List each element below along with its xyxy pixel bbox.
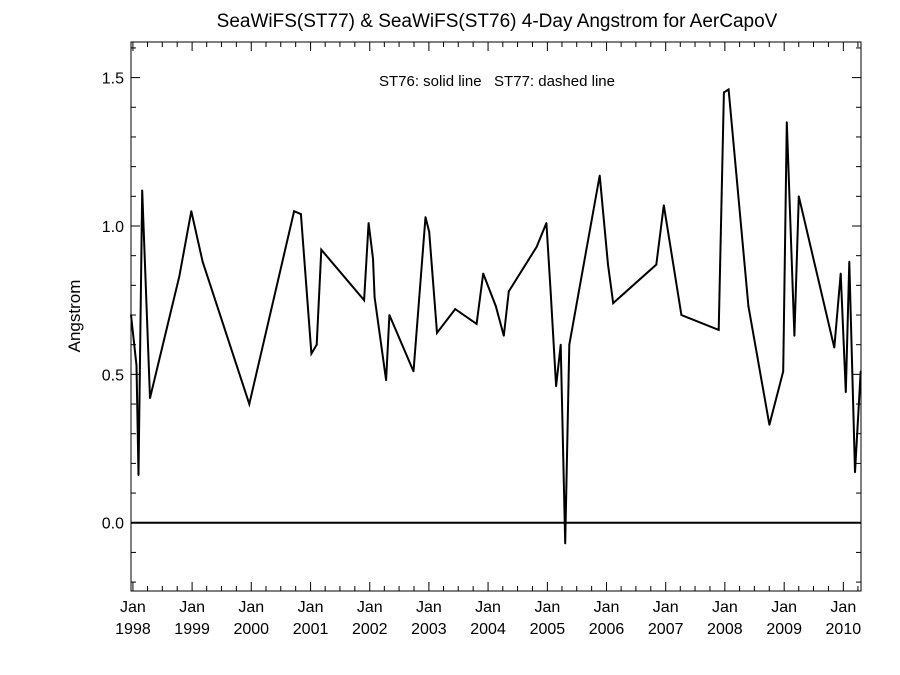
data-point-st76 <box>854 471 856 474</box>
x-tick-month: Jan <box>179 599 205 616</box>
x-tick-month: Jan <box>534 599 560 616</box>
x-axis: Jan 1998 Jan 1999 Jan 2000 Jan 2001 Jan 2002 Jan 20… <box>115 42 861 638</box>
line-style-annotation: ST76: solid line ST77: dashed line <box>379 73 615 90</box>
x-tick-year: 2010 <box>826 621 862 638</box>
data-point-st76 <box>315 343 318 346</box>
x-tick-month: Jan <box>830 599 856 616</box>
data-point-st76 <box>848 260 851 263</box>
data-point-st76 <box>655 263 658 266</box>
x-tick-year: 2007 <box>648 621 684 638</box>
data-point-st76 <box>844 391 847 394</box>
data-point-st76 <box>559 343 562 346</box>
y-tick-label: 0.5 <box>102 367 124 384</box>
data-point-st76 <box>388 314 391 316</box>
x-tick-year: 2006 <box>589 621 625 638</box>
data-point-st76 <box>680 314 683 316</box>
data-point-st76 <box>768 423 771 426</box>
data-point-st76 <box>310 352 313 355</box>
data-point-st76 <box>475 323 478 325</box>
data-point-st76 <box>545 222 548 224</box>
data-point-st76 <box>130 314 132 316</box>
data-point-st76 <box>412 370 415 373</box>
data-point-st76 <box>722 91 725 94</box>
data-point-st76 <box>454 308 457 310</box>
y-axis: 0.0 0.5 1.0 1.5 <box>102 47 861 583</box>
x-tick-month: Jan <box>357 599 383 616</box>
x-tick-year: 1998 <box>115 621 151 638</box>
data-point-st76 <box>320 248 323 251</box>
x-tick-year: 2008 <box>707 621 743 638</box>
data-point-st76 <box>149 397 151 400</box>
data-point-st76 <box>436 331 438 334</box>
x-tick-month: Jan <box>298 599 324 616</box>
data-point-st76 <box>482 272 485 275</box>
data-point-st76 <box>494 305 497 308</box>
series-line-st76 <box>130 87 862 544</box>
x-tick-year: 1999 <box>174 621 210 638</box>
x-tick-month: Jan <box>416 599 442 616</box>
data-point-st76 <box>385 379 388 382</box>
x-tick-month: Jan <box>475 599 501 616</box>
x-tick-year: 2000 <box>233 621 269 638</box>
data-point-st76 <box>747 305 750 308</box>
x-tick-month: Jan <box>594 599 620 616</box>
data-point-st76 <box>507 290 510 293</box>
data-point-st76 <box>201 260 204 263</box>
data-point-st76 <box>607 263 609 266</box>
x-tick-month: Jan <box>238 599 264 616</box>
y-tick-label: 1.5 <box>102 71 124 88</box>
data-point-st76 <box>568 343 571 346</box>
data-point-st76 <box>535 245 538 248</box>
data-point-st76 <box>135 364 138 367</box>
data-point-st76 <box>839 272 842 275</box>
x-tick-month: Jan <box>653 599 679 616</box>
y-tick-label: 0.0 <box>102 516 124 533</box>
data-point-st76 <box>549 293 552 296</box>
x-tick-year: 2002 <box>352 621 388 638</box>
data-point-st76 <box>797 195 800 198</box>
data-point-st76 <box>372 257 374 260</box>
data-point-st76 <box>612 302 615 305</box>
x-tick-month: Jan <box>120 599 146 616</box>
series-layer <box>130 87 862 545</box>
data-point-st76 <box>299 213 302 216</box>
data-point-st76 <box>428 231 431 233</box>
data-point-st76 <box>373 296 376 299</box>
x-tick-year: 2001 <box>293 621 329 638</box>
x-tick-year: 2003 <box>411 621 447 638</box>
x-tick-year: 2004 <box>470 621 506 638</box>
data-point-st76 <box>248 403 251 405</box>
x-tick-month: Jan <box>712 599 738 616</box>
data-point-st76 <box>555 385 558 388</box>
data-point-st76 <box>717 328 720 331</box>
data-point-st76 <box>141 189 144 192</box>
y-tick-label: 1.0 <box>102 219 124 236</box>
data-point-st76 <box>293 210 295 213</box>
data-point-st76 <box>662 204 665 207</box>
data-point-st76 <box>367 222 370 224</box>
data-point-st76 <box>564 542 567 545</box>
data-point-st76 <box>424 216 427 218</box>
data-point-st76 <box>178 275 181 278</box>
data-point-st76 <box>859 370 862 373</box>
data-point-st76 <box>833 346 836 349</box>
data-point-st76 <box>793 334 796 337</box>
x-tick-year: 2009 <box>766 621 802 638</box>
chart-title: SeaWiFS(ST77) & SeaWiFS(ST76) 4-Day Angs… <box>217 11 778 32</box>
y-axis-label: Angstrom <box>65 280 84 353</box>
data-point-st76 <box>598 174 601 177</box>
data-point-st76 <box>727 88 730 91</box>
data-point-st76 <box>782 370 785 373</box>
x-tick-year: 2005 <box>530 621 566 638</box>
data-point-st76 <box>190 210 193 213</box>
data-point-st76 <box>137 474 140 477</box>
data-point-st76 <box>502 334 505 337</box>
x-tick-month: Jan <box>771 599 797 616</box>
data-point-st76 <box>785 121 788 124</box>
plot-frame <box>130 41 862 592</box>
data-point-st76 <box>363 299 365 302</box>
